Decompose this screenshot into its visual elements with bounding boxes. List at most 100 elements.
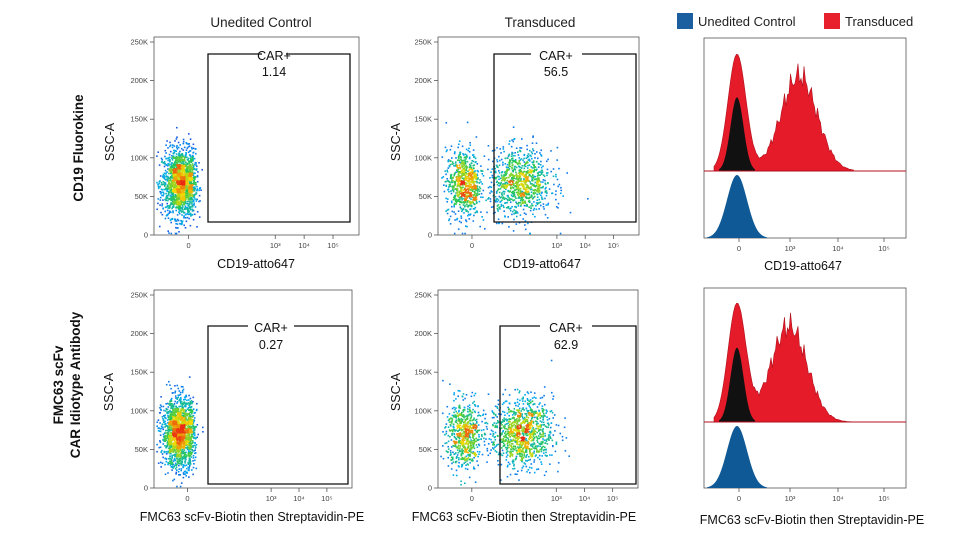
scatter-point [519, 197, 521, 199]
scatter-point [165, 172, 167, 175]
scatter-point [514, 152, 516, 154]
scatter-point [525, 177, 528, 179]
scatter-point [532, 161, 535, 163]
scatter-point [172, 463, 175, 466]
scatter-point [190, 191, 193, 194]
scatter-point [190, 175, 192, 178]
scatter-point [454, 202, 456, 205]
scatter-point [195, 198, 198, 201]
scatter-point [174, 157, 177, 160]
scatter-point [180, 190, 182, 192]
y-tick-label: 150K [130, 115, 148, 124]
scatter-point [546, 172, 549, 174]
scatter-point [170, 180, 173, 183]
scatter-point [183, 182, 186, 185]
scatter-point [464, 159, 466, 161]
scatter-point [198, 162, 200, 164]
scatter-point [192, 209, 195, 212]
scatter-point [464, 162, 467, 164]
scatter-point [457, 228, 460, 230]
scatter-point [190, 439, 193, 441]
scatter-point [191, 416, 194, 418]
scatter-point [522, 202, 524, 205]
scatter-point [454, 165, 457, 167]
scatter-point [178, 186, 181, 188]
scatter-point [171, 429, 174, 432]
scatter-point [191, 199, 193, 201]
scatter-point [530, 205, 532, 207]
scatter-point [515, 188, 518, 190]
scatter-point [513, 209, 515, 211]
scatter-point [531, 161, 533, 164]
scatter-point [183, 164, 186, 167]
scatter-point [181, 435, 183, 437]
scatter-point [185, 441, 188, 443]
scatter-point [495, 191, 498, 193]
scatter-point [164, 463, 166, 466]
scatter-point [162, 428, 164, 431]
scatter-point [493, 171, 496, 174]
scatter-point [175, 191, 177, 194]
plot-frame [153, 289, 353, 489]
scatter-point [470, 166, 473, 169]
scatter-point [175, 138, 178, 140]
scatter-point [530, 207, 532, 209]
scatter-point [188, 160, 190, 163]
scatter-point [174, 417, 176, 419]
scatter-point [487, 145, 490, 147]
scatter-point [185, 410, 187, 413]
scatter-point [467, 194, 470, 197]
scatter-point [479, 179, 481, 181]
scatter-point [181, 164, 184, 166]
scatter-point [525, 188, 527, 191]
scatter-point [170, 203, 172, 205]
scatter-point [446, 169, 448, 172]
scatter-point [172, 413, 174, 415]
scatter-point [532, 160, 535, 162]
scatter-point [170, 196, 173, 198]
scatter-point [163, 421, 166, 423]
scatter-point [462, 186, 464, 189]
scatter-point [162, 417, 164, 420]
scatter-point [181, 166, 184, 169]
scatter-point [168, 436, 171, 438]
scatter-point [177, 168, 180, 171]
scatter-point [171, 207, 173, 210]
scatter-point [161, 462, 164, 464]
scatter-point [511, 164, 514, 166]
scatter-point [182, 201, 185, 204]
scatter-point [494, 195, 497, 198]
scatter-point [555, 173, 557, 176]
scatter-point [471, 169, 474, 172]
scatter-point [518, 176, 521, 179]
scatter-point [160, 211, 162, 214]
x-tick-label: 10³ [551, 241, 562, 250]
scatter-point [477, 190, 479, 193]
scatter-point [526, 161, 528, 163]
scatter-point [168, 210, 171, 212]
scatter-point [191, 436, 194, 438]
scatter-point [487, 198, 489, 200]
scatter-point [170, 176, 173, 179]
scatter-point [169, 144, 172, 146]
scatter-point [500, 203, 503, 206]
scatter-point [189, 187, 192, 190]
scatter-point [174, 173, 176, 176]
scatter-point [192, 189, 194, 191]
scatter-point [202, 431, 204, 433]
scatter-point [198, 194, 201, 197]
scatter-point [182, 171, 184, 173]
scatter-point [192, 165, 195, 167]
scatter-point [167, 415, 170, 417]
scatter-point [172, 418, 174, 421]
scatter-point [180, 444, 182, 446]
scatter-points [156, 126, 203, 235]
scatter-point [545, 191, 548, 194]
scatter-point [519, 202, 521, 204]
scatter-point [180, 433, 183, 436]
scatter-point [472, 188, 474, 191]
scatter-point [501, 199, 503, 201]
scatter-point [167, 157, 170, 160]
scatter-point [177, 146, 180, 149]
scatter-point [182, 196, 184, 198]
